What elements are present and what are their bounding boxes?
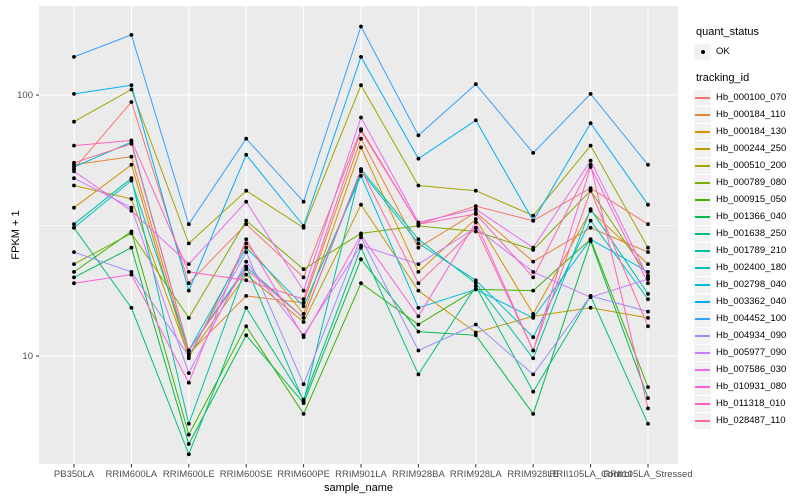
y-tick-labels: 10 100 [17,90,33,362]
series-color-line-icon [694,344,711,361]
svg-text:RRIM600LA: RRIM600LA [106,469,158,480]
svg-text:RRIM901LA: RRIM901LA [335,469,387,480]
series-color-line-icon [694,191,711,208]
series-color-line-icon [694,242,711,259]
svg-text:100: 100 [17,90,33,101]
legend-item-label: Hb_002798_040 [716,279,787,290]
legend-item-Hb_005977_090: Hb_005977_090 [694,344,798,361]
y-axis-title: FPKM + 1 [10,210,22,260]
legend-item-label: Hb_002400_180 [716,262,787,273]
series-color-line-icon [694,208,711,225]
legend-item-ok: OK [694,43,798,60]
legend-item-label: Hb_000915_050 [716,194,787,205]
legend-item-label: Hb_000184_110 [716,109,786,120]
series-color-line-icon [694,378,711,395]
legend-item-label: Hb_028487_110 [716,415,786,426]
legend-item-Hb_000915_050: Hb_000915_050 [694,191,798,208]
legend-item-Hb_000510_200: Hb_000510_200 [694,157,798,174]
svg-text:RRIM928BA: RRIM928BA [392,469,445,480]
legend-item-label: Hb_004452_100 [716,313,787,324]
series-color-line-icon [694,327,711,344]
legend-item-Hb_001638_250: Hb_001638_250 [694,225,798,242]
legend-quant-status-title: quant_status [696,26,759,38]
series-color-line-icon [694,157,711,174]
legend-item-Hb_000184_130: Hb_000184_130 [694,123,798,140]
axis-ticks [36,94,649,468]
svg-text:PB350LA: PB350LA [54,469,95,480]
x-tick-labels: PB350LA RRIM600LA RRIM600LE RRIM600SE RRIM60… [54,469,693,480]
gridlines [39,6,678,464]
svg-text:RRIM600SE: RRIM600SE [220,469,273,480]
legend-item-Hb_004452_100: Hb_004452_100 [694,310,798,327]
legend: quant_status OK tracking_id Hb_000100_07… [694,26,798,441]
legend-item-label: Hb_000244_250 [716,143,787,154]
legend-item-label: Hb_010931_080 [716,381,787,392]
legend-tracking-id-title: tracking_id [696,72,750,84]
legend-item-Hb_001366_040: Hb_001366_040 [694,208,798,225]
legend-tracking-entries: Hb_000100_070 Hb_000184_110 Hb_000184_130 H… [694,89,798,429]
legend-item-label: Hb_007586_030 [716,364,787,375]
series-color-line-icon [694,123,711,140]
legend-item-label: Hb_011318_010 [716,398,786,409]
series-color-line-icon [694,225,711,242]
svg-text:10: 10 [22,351,33,362]
svg-text:RRIM928LA: RRIM928LA [450,469,502,480]
series-color-line-icon [694,276,711,293]
svg-text:RRIM600LE: RRIM600LE [163,469,215,480]
ok-point-icon [694,43,711,60]
x-axis-title: sample_name [323,482,394,494]
series-color-line-icon [694,361,711,378]
legend-item-label: OK [716,46,730,57]
legend-item-Hb_004934_090: Hb_004934_090 [694,327,798,344]
series-color-line-icon [694,310,711,327]
svg-text:RRIM928LE: RRIM928LE [507,469,559,480]
legend-item-Hb_010931_080: Hb_010931_080 [694,378,798,395]
legend-item-label: Hb_005977_090 [716,347,787,358]
legend-item-label: Hb_000184_130 [716,126,787,137]
series-color-line-icon [694,259,711,276]
series-color-line-icon [694,174,711,191]
legend-item-Hb_011318_010: Hb_011318_010 [694,395,798,412]
legend-item-Hb_000100_070: Hb_000100_070 [694,89,798,106]
legend-item-Hb_002400_180: Hb_002400_180 [694,259,798,276]
legend-item-Hb_003362_040: Hb_003362_040 [694,293,798,310]
legend-item-label: Hb_001638_250 [716,228,787,239]
series-color-line-icon [694,293,711,310]
legend-item-label: Hb_000100_070 [716,92,787,103]
legend-tracking-id-block: tracking_id Hb_000100_070 Hb_000184_110 Hb… [694,72,798,429]
series-color-line-icon [694,106,711,123]
legend-item-label: Hb_001366_040 [716,211,787,222]
svg-text:RRIM600PE: RRIM600PE [277,469,330,480]
legend-item-label: Hb_000510_200 [716,160,787,171]
legend-item-Hb_000184_110: Hb_000184_110 [694,106,798,123]
data-points [72,24,650,457]
legend-item-label: Hb_003362_040 [716,296,787,307]
legend-item-Hb_000789_080: Hb_000789_080 [694,174,798,191]
legend-item-label: Hb_004934_090 [716,330,787,341]
legend-item-Hb_001789_210: Hb_001789_210 [694,242,798,259]
legend-item-label: Hb_001789_210 [716,245,787,256]
svg-text:RRII105LA_Stressed: RRII105LA_Stressed [603,469,692,480]
series-color-line-icon [694,412,711,429]
legend-item-label: Hb_000789_080 [716,177,787,188]
svg-text:RRII105LA_Control: RRII105LA_Control [549,469,631,480]
legend-item-Hb_000244_250: Hb_000244_250 [694,140,798,157]
legend-item-Hb_007586_030: Hb_007586_030 [694,361,798,378]
series-color-line-icon [694,395,711,412]
series-color-line-icon [694,140,711,157]
legend-item-Hb_028487_110: Hb_028487_110 [694,412,798,429]
legend-quant-status-block: quant_status OK [694,26,798,60]
legend-item-Hb_002798_040: Hb_002798_040 [694,276,798,293]
series-color-line-icon [694,89,711,106]
